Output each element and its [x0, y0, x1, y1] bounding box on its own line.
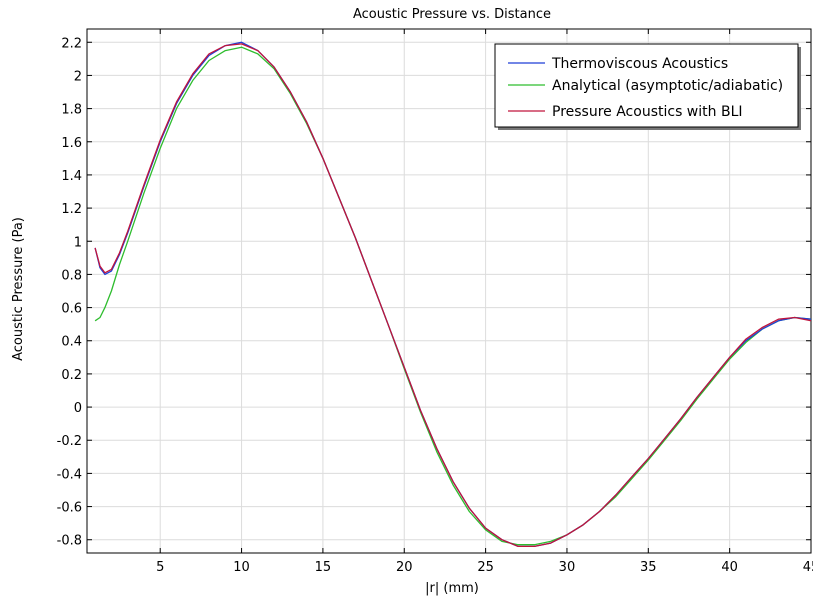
x-tick-label: 30 — [559, 560, 576, 575]
y-tick-label: 1.6 — [61, 136, 82, 151]
y-tick-label: -0.6 — [57, 501, 82, 516]
y-tick-label: -0.8 — [57, 534, 82, 549]
y-tick-label: 1.2 — [61, 202, 82, 217]
legend-box — [494, 43, 799, 128]
x-tick-label: 15 — [315, 560, 332, 575]
y-tick-label: 0.2 — [61, 368, 82, 383]
y-tick-label: 1 — [74, 235, 82, 250]
x-axis-label: |r| (mm) — [425, 581, 479, 596]
legend: Thermoviscous Acoustics Analytical (asym… — [494, 43, 801, 130]
x-tick-label: 35 — [640, 560, 657, 575]
x-tick-label: 5 — [156, 560, 164, 575]
x-tick-label: 20 — [396, 560, 413, 575]
y-axis-tick-labels: -0.8 -0.6 -0.4 -0.2 0 0.2 0.4 0.6 0.8 1 1.2 1.4 1.6 1… — [57, 36, 82, 548]
y-tick-label: 1.4 — [61, 169, 82, 184]
y-tick-label: 2.2 — [61, 36, 82, 51]
y-tick-label: -0.4 — [57, 467, 82, 482]
legend-label-analytical: Analytical (asymptotic/adiabatic) — [552, 78, 783, 94]
y-tick-label: -0.2 — [57, 434, 82, 449]
axis-ticks — [87, 29, 812, 553]
chart-title: Acoustic Pressure vs. Distance — [353, 7, 551, 22]
y-tick-label: 2 — [74, 69, 82, 84]
series-line-2 — [94, 43, 812, 548]
y-tick-label: 0 — [74, 401, 82, 416]
series-line-1 — [94, 46, 812, 546]
series-lines — [94, 41, 812, 548]
x-tick-label: 25 — [477, 560, 494, 575]
y-tick-label: 0.8 — [61, 268, 82, 283]
x-axis-tick-labels: 5 10 15 20 25 30 35 40 45 — [156, 560, 813, 575]
y-tick-label: 1.8 — [61, 103, 82, 118]
legend-label-thermoviscous: Thermoviscous Acoustics — [551, 56, 728, 72]
x-tick-label: 10 — [233, 560, 250, 575]
y-axis-label: Acoustic Pressure (Pa) — [11, 217, 26, 361]
x-tick-label: 40 — [721, 560, 738, 575]
x-tick-label: 45 — [803, 560, 813, 575]
legend-label-bli: Pressure Acoustics with BLI — [552, 104, 743, 120]
y-tick-label: 0.4 — [61, 335, 82, 350]
y-tick-label: 0.6 — [61, 302, 82, 317]
plot-area — [86, 28, 812, 554]
